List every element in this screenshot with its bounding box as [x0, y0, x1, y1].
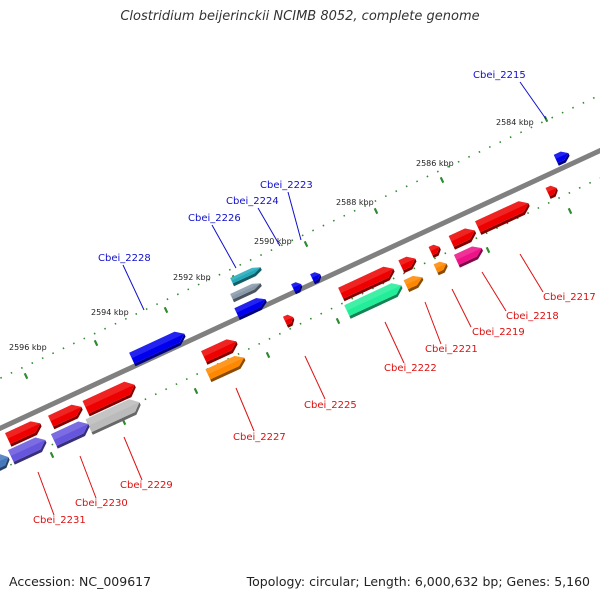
- reverse-gene-Cbei_2217: [475, 201, 530, 235]
- gene-connectors: [37, 81, 547, 516]
- reverse-gene-Cbei_2225: [283, 314, 295, 328]
- reverse-gene-label: Cbei_2219: [472, 327, 525, 338]
- position-tick-label: 2592 kbp: [173, 273, 211, 282]
- forward-gene-label: Cbei_2226: [188, 213, 241, 224]
- forward-gene-label: Cbei_2228: [98, 253, 151, 264]
- reverse-gene-Cbei_2227: [205, 356, 246, 383]
- major-tick: [567, 207, 573, 215]
- reverse-gene-connector: [37, 471, 55, 516]
- reverse-gene-Cbei_2221: [398, 256, 417, 274]
- major-tick: [335, 317, 341, 325]
- reverse-gene-connector: [79, 455, 97, 499]
- reverse-gene-connector: [304, 355, 326, 400]
- major-tick: [439, 176, 445, 184]
- reverse-gene-connector: [424, 301, 442, 345]
- forward-gene-Cbei_2223: [310, 272, 322, 285]
- major-tick: [303, 240, 309, 248]
- forward-gene-connector: [211, 224, 237, 269]
- forward-gene-label: Cbei_2224: [226, 196, 279, 207]
- forward-gene-Cbei_2228: [129, 331, 186, 367]
- reverse-gene-connector: [235, 387, 255, 432]
- outer-dotted-track: [0, 94, 600, 380]
- reverse-gene-label: Cbei_2218: [506, 311, 559, 322]
- major-tick: [49, 451, 55, 459]
- major-tick: [485, 246, 491, 254]
- major-tick: [93, 339, 99, 347]
- reverse-gene-connector: [481, 271, 507, 312]
- gene-labels: Cbei_2215 Cbei_2223 Cbei_2224 Cbei_2226 Cbei…: [33, 70, 596, 526]
- reverse-gene-Cbei_2221: [338, 266, 395, 302]
- reverse-gene-Cbei_2229: [85, 399, 141, 435]
- reverse-gene-label: Cbei_2222: [384, 363, 437, 374]
- genome-summary-text: Topology: circular; Length: 6,000,632 bp…: [246, 574, 590, 589]
- position-tick-label: 2588 kbp: [336, 198, 374, 207]
- reverse-gene-label: Cbei_2217: [543, 292, 596, 303]
- reverse-gene-Cbei_2230: [51, 421, 90, 449]
- position-tick-label: 2596 kbp: [9, 343, 47, 352]
- forward-gene-connector: [519, 81, 547, 120]
- position-tick-label: 2594 kbp: [91, 308, 129, 317]
- major-tick: [23, 372, 29, 380]
- reverse-gene-label: Cbei_2231: [33, 515, 86, 526]
- position-tick-label: 2590 kbp: [254, 237, 292, 246]
- reverse-gene-Cbei_2230: [48, 404, 83, 430]
- reverse-gene-connector: [451, 288, 472, 328]
- reverse-gene-label: Cbei_2227: [233, 432, 286, 443]
- reverse-gene-Cbei_2219: [433, 261, 448, 276]
- reverse-gene-connector: [384, 321, 405, 364]
- reverse-gene-Cbei_2222: [344, 283, 403, 319]
- reverse-gene-Cbei_2231: [5, 421, 42, 447]
- position-tick-labels: 2584 kbp 2586 kbp 2588 kbp 2590 kbp 2592 kbp…: [9, 118, 534, 352]
- forward-gene-label: Cbei_2223: [260, 180, 313, 191]
- genome-title: Clostridium beijerinckii NCIMB 8052, com…: [120, 9, 480, 24]
- reverse-gene-label: Cbei_2221: [425, 344, 478, 355]
- gene-features: [0, 151, 570, 471]
- forward-gene-Cbei_2226: [230, 267, 262, 287]
- forward-gene-Cbei_2226: [234, 298, 267, 320]
- major-tick: [193, 387, 199, 395]
- position-tick-label: 2584 kbp: [496, 118, 534, 127]
- forward-gene-label: Cbei_2215: [473, 70, 526, 81]
- inner-dotted-track: [0, 177, 600, 471]
- forward-gene-Cbei_2224: [291, 282, 303, 295]
- reverse-gene-label: Cbei_2225: [304, 400, 357, 411]
- reverse-gene-connector: [519, 253, 544, 293]
- reverse-gene-Cbei_2231: [8, 437, 47, 465]
- reverse-gene-Cbei_2221: [428, 244, 441, 258]
- forward-gene-segment: [230, 283, 262, 303]
- reverse-gene-Cbei_2229: [82, 381, 136, 417]
- reverse-gene-Cbei_2217: [545, 185, 558, 199]
- forward-gene-connector: [257, 207, 281, 247]
- reverse-gene-Cbei_2231: [0, 454, 10, 471]
- reverse-gene-Cbei_2225: [201, 339, 238, 365]
- reverse-gene-label: Cbei_2229: [120, 480, 173, 491]
- reverse-gene-Cbei_2219: [403, 276, 424, 292]
- forward-gene-Cbei_2215: [553, 151, 570, 166]
- major-tick: [265, 351, 271, 359]
- reverse-gene-connector: [123, 436, 143, 481]
- forward-gene-connector: [287, 191, 302, 241]
- accession-text: Accession: NC_009617: [9, 574, 152, 589]
- position-tick-label: 2586 kbp: [416, 159, 454, 168]
- reverse-gene-label: Cbei_2230: [75, 498, 128, 509]
- reverse-gene-Cbei_2218: [454, 246, 483, 268]
- major-tick: [373, 207, 379, 215]
- major-tick: [163, 306, 169, 314]
- reverse-gene-Cbei_2217: [448, 228, 477, 250]
- forward-gene-connector: [122, 264, 145, 311]
